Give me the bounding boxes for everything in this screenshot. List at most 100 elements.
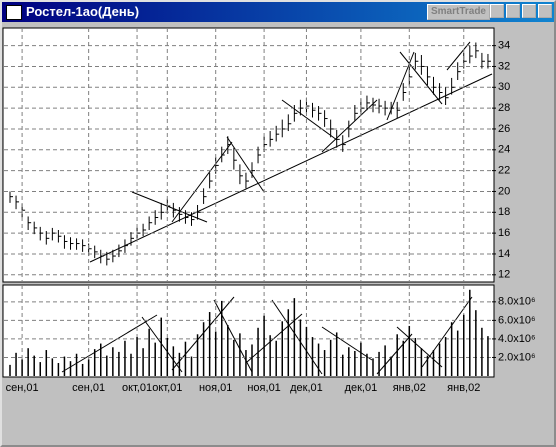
smarttrade-button[interactable]: SmartTrade: [426, 4, 490, 20]
volume-bar: [384, 345, 386, 376]
volume-bar: [475, 310, 477, 376]
ohlc-bar: [420, 55, 425, 75]
volume-bar: [202, 322, 205, 376]
ohlc-bar: [245, 172, 249, 189]
volume-bar: [154, 342, 156, 376]
volume-bar: [299, 319, 302, 376]
volume-bar: [342, 354, 344, 376]
x-tick-label: ноя,01: [247, 382, 280, 394]
trend-line: [446, 41, 471, 71]
volume-bar: [408, 325, 411, 376]
ohlc-bar: [402, 83, 407, 101]
y-tick-label: 6.0x10⁶: [498, 314, 536, 326]
volume-bar: [51, 358, 54, 376]
trend-lines: [61, 41, 493, 375]
ohlc-bar: [63, 235, 68, 249]
volume-bar: [390, 356, 392, 376]
ohlc-bar: [106, 251, 110, 266]
volume-bar: [239, 333, 241, 376]
volume-bar: [184, 341, 187, 376]
y-tick-label: 32: [498, 60, 510, 72]
ohlc-bar: [160, 202, 165, 220]
volume-bar: [317, 343, 320, 376]
volume-bar: [463, 314, 465, 376]
ohlc-bar: [312, 102, 316, 118]
y-tick-label: 24: [498, 144, 510, 156]
ohlc-bar: [100, 249, 104, 264]
maximize-button[interactable]: [522, 4, 536, 18]
volume-bar: [21, 359, 23, 376]
x-tick-label: дек,01: [290, 382, 323, 394]
close-button[interactable]: [538, 4, 552, 18]
volume-bar: [432, 350, 435, 376]
ohlc-bar: [324, 110, 328, 127]
ohlc-bar: [348, 120, 352, 138]
trend-line: [321, 326, 373, 361]
volume-bar: [287, 309, 290, 376]
volume-bar: [372, 358, 374, 376]
window-title: Ростел-1ао(День): [26, 4, 140, 19]
volume-bar: [57, 363, 60, 376]
ohlc-bar: [469, 45, 473, 64]
volume-bar: [166, 337, 169, 376]
ohlc-bar: [172, 202, 177, 218]
volume-bar: [208, 312, 211, 376]
volume-bar: [481, 327, 483, 376]
ohlc-bar: [112, 249, 116, 263]
trend-line: [271, 299, 323, 375]
ohlc-bar: [457, 62, 461, 80]
ohlc-bar: [378, 98, 383, 114]
x-tick-label: янв,02: [393, 382, 426, 394]
ohlc-bar: [287, 114, 292, 132]
y-tick-label: 16: [498, 227, 510, 239]
x-tick-label: сен,01: [72, 382, 105, 394]
ohlc-bar: [269, 131, 274, 147]
help-button[interactable]: [490, 4, 504, 18]
minimize-button[interactable]: [506, 4, 520, 18]
ohlc-bar: [184, 210, 189, 224]
ohlc-bar: [342, 135, 346, 152]
volume-bar: [275, 340, 277, 376]
volume-bar: [305, 326, 308, 376]
support-line: [89, 73, 493, 263]
volume-bar: [196, 334, 199, 376]
ohlc-bar: [318, 106, 322, 121]
ohlc-bar: [82, 239, 86, 252]
ohlc-bar: [299, 99, 304, 116]
volume-bar: [233, 339, 235, 376]
volume-bar: [426, 355, 429, 376]
volume-bar: [257, 327, 259, 376]
ohlc-bar: [445, 87, 449, 105]
y-tick-label: 12: [498, 269, 510, 281]
title-bar: Ростел-1ао(День) SmartTrade: [2, 2, 554, 22]
ohlc-bar: [130, 232, 134, 246]
y-tick-label: 2.0x10⁶: [498, 351, 536, 363]
ohlc-bar: [118, 244, 122, 258]
ohlc-bar: [70, 237, 74, 250]
ohlc-bar: [293, 105, 298, 122]
volume-bar: [172, 346, 175, 376]
ohlc-bar: [203, 188, 207, 204]
volume-bar: [360, 342, 362, 376]
volume-bar: [190, 356, 193, 376]
x-tick-label: ноя,01: [199, 382, 232, 394]
volume-bar: [148, 328, 150, 376]
volume-bar: [160, 317, 162, 376]
ohlc-bar: [15, 195, 20, 210]
ohlc-bar: [178, 207, 183, 222]
ohlc-bar: [281, 119, 286, 138]
ohlc-bar: [426, 66, 431, 86]
ohlc-bar: [45, 231, 50, 245]
volume-bar: [378, 351, 380, 376]
volume-bar: [39, 362, 41, 376]
volume-bar: [420, 348, 423, 376]
volume-bar: [396, 334, 398, 376]
volume-bar: [142, 348, 144, 376]
ohlc-bar: [275, 125, 280, 142]
ohlc-bar: [439, 83, 443, 100]
ohlc-bar: [257, 146, 262, 164]
y-tick-label: 14: [498, 248, 510, 260]
volume-bar: [354, 350, 356, 376]
ohlc-bar: [27, 216, 32, 230]
ohlc-bar: [330, 119, 334, 138]
